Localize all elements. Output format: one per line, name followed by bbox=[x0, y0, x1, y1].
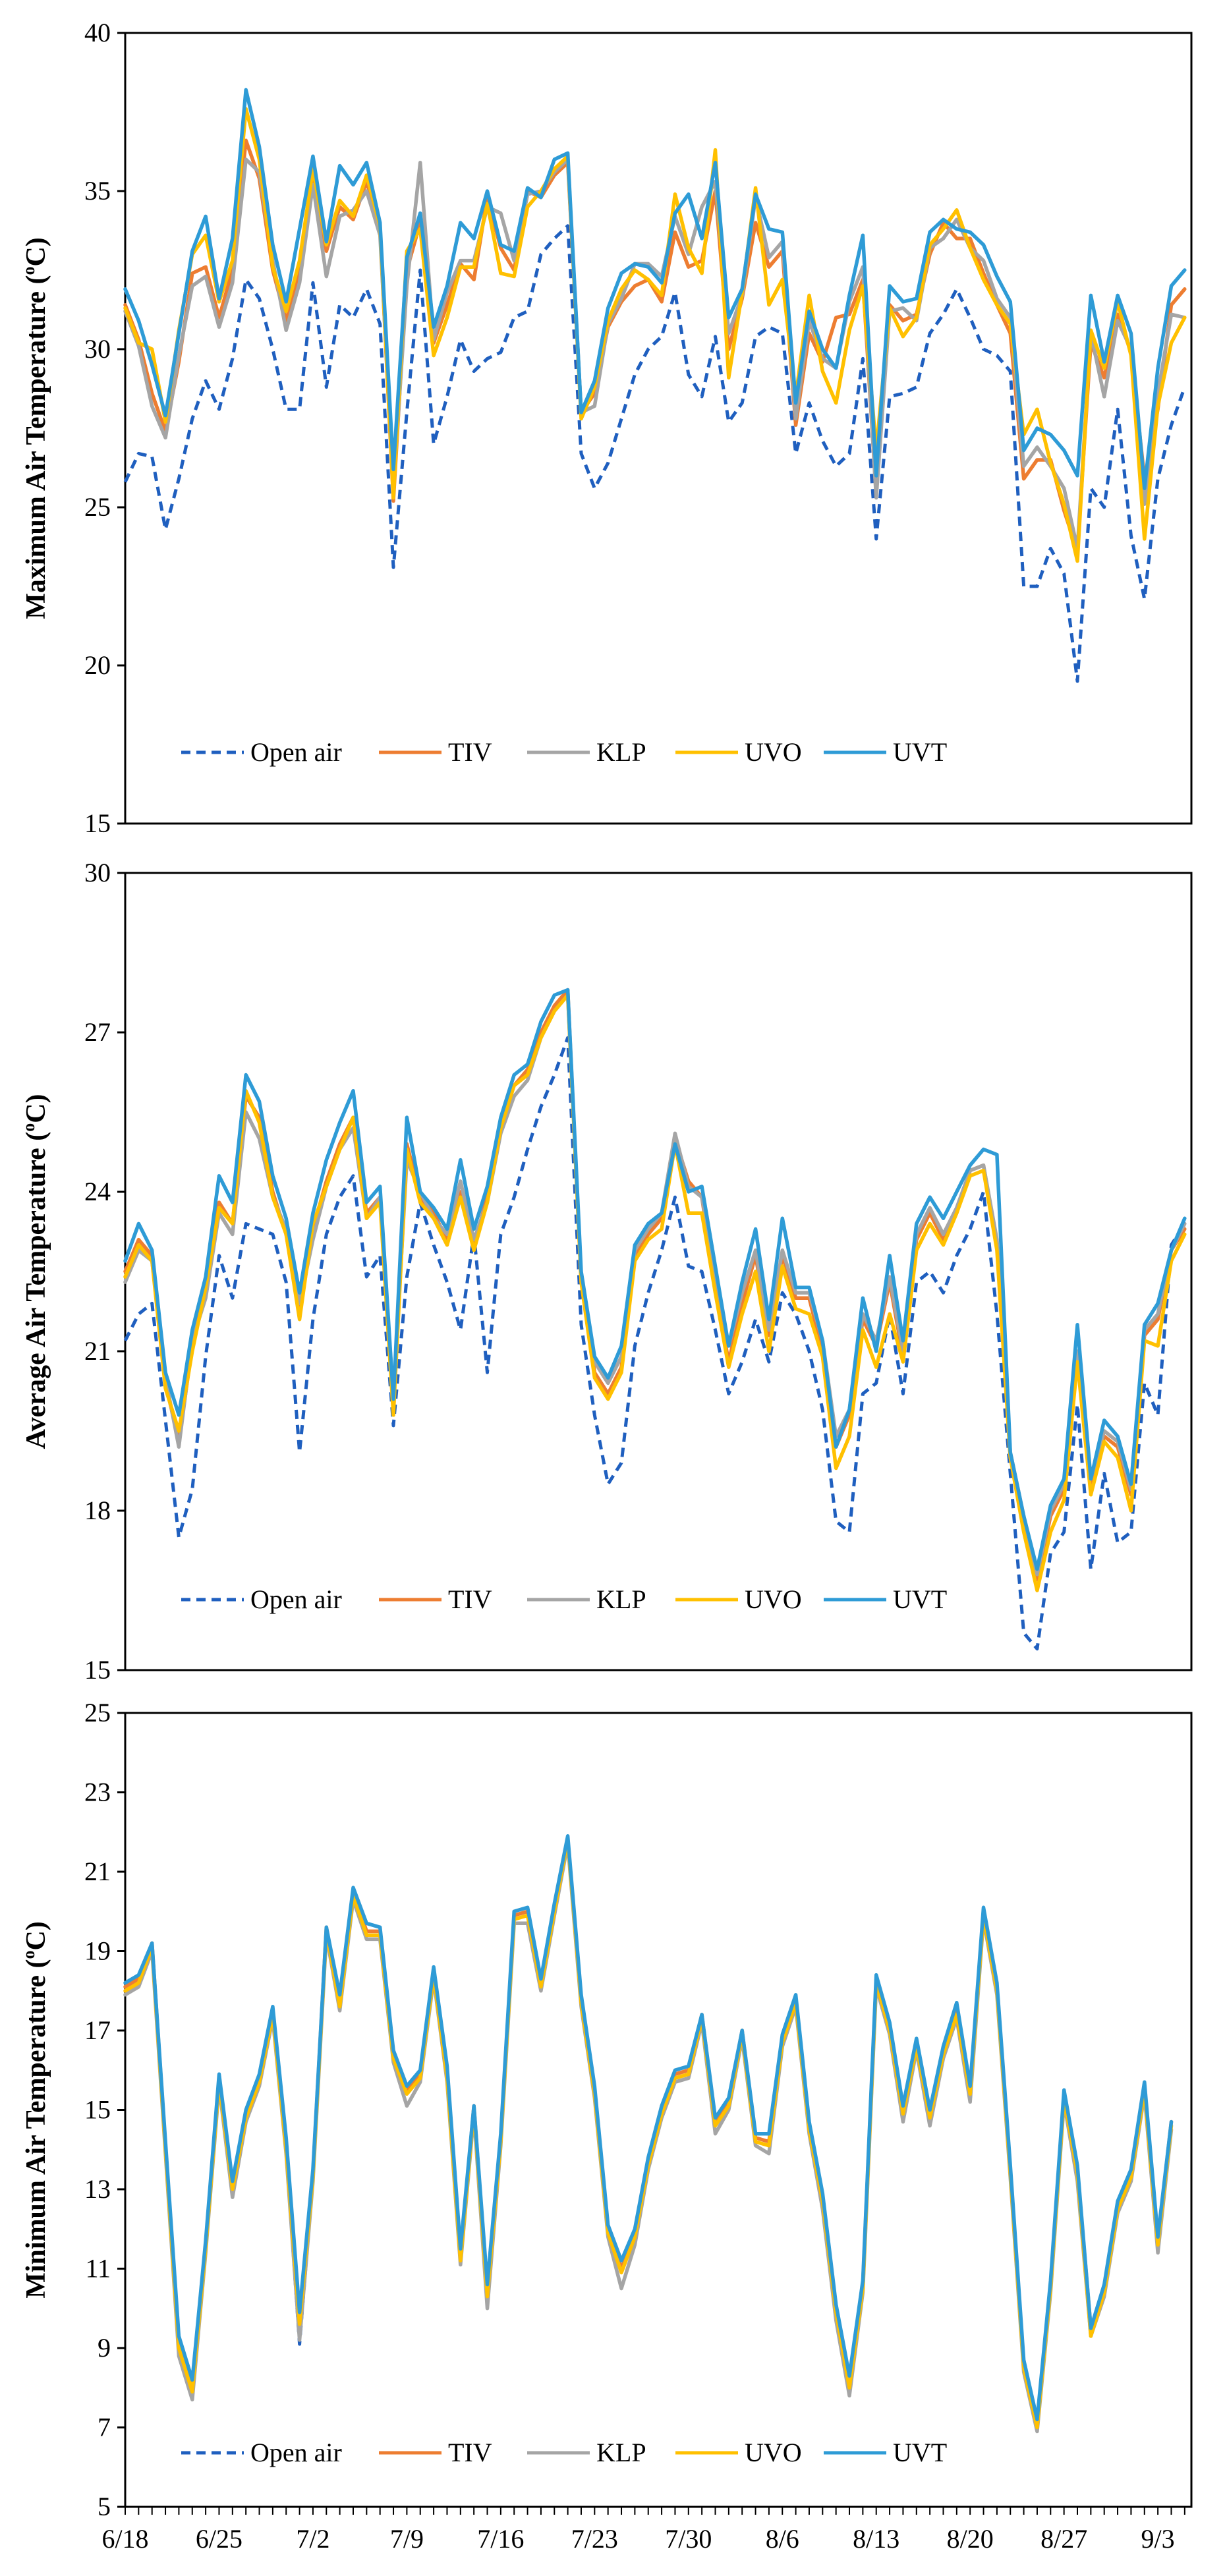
y-tick-label: 15 bbox=[84, 808, 111, 838]
y-tick-label: 20 bbox=[84, 650, 111, 680]
x-tick-label: 6/25 bbox=[196, 2524, 242, 2554]
legend-label-tiv: TIV bbox=[448, 737, 492, 767]
y-tick-label: 35 bbox=[84, 176, 111, 206]
series-line-uvo bbox=[123, 993, 1187, 1592]
y-tick-label: 40 bbox=[84, 18, 111, 47]
y-tick-label: 17 bbox=[84, 2015, 111, 2045]
x-tick-label: 7/2 bbox=[296, 2524, 329, 2554]
y-tick-label: 15 bbox=[84, 2095, 111, 2125]
y-axis-title-unit: C) bbox=[21, 237, 51, 266]
y-tick-label: 27 bbox=[84, 1017, 111, 1047]
y-axis-title: Minimum Air Temperature (oC) bbox=[19, 1921, 51, 2299]
y-tick-label: 21 bbox=[84, 1857, 111, 1886]
series-line-uvo bbox=[123, 107, 1187, 563]
x-tick-label: 7/16 bbox=[477, 2524, 524, 2554]
y-axis-title: Average Air Temperature (oC) bbox=[19, 1094, 51, 1449]
series-line-open-air bbox=[123, 1036, 1186, 1651]
y-axis-title-text: Minimum Air Temperature ( bbox=[21, 1959, 51, 2299]
x-tick-label: 8/20 bbox=[947, 2524, 994, 2554]
y-tick-label: 23 bbox=[84, 1778, 111, 1807]
plot-area-frame bbox=[124, 32, 1193, 825]
series-line-klp bbox=[123, 1842, 1174, 2434]
legend-label-open-air: Open air bbox=[250, 2438, 342, 2467]
legend-label-uvt: UVT bbox=[893, 1584, 947, 1614]
series-line-open-air bbox=[124, 1838, 1173, 2429]
x-axis: 6/18 6/25 7/2 7/9 7/16 7/23 7/30 8/6 8/13 8/20 8/2… bbox=[101, 2507, 1185, 2554]
legend-label-uvo: UVO bbox=[745, 737, 802, 767]
y-tick-label: 5 bbox=[98, 2492, 111, 2521]
x-tick-label: 8/13 bbox=[853, 2524, 899, 2554]
y-tick-label: 25 bbox=[84, 492, 111, 522]
y-tick-label: 24 bbox=[84, 1177, 111, 1206]
chart-panel-2: 15 18 21 24 27 30 Average Air Temperature (oC)… bbox=[19, 858, 1193, 1685]
legend: Open air TIV KLP UVO UVT bbox=[181, 2438, 947, 2467]
y-tick-label: 19 bbox=[84, 1936, 111, 1966]
legend-label-uvt: UVT bbox=[893, 737, 947, 767]
series-line-uvt bbox=[123, 1834, 1174, 2422]
y-axis-title-unit: C) bbox=[21, 1094, 51, 1123]
y-tick-label: 30 bbox=[84, 334, 111, 364]
series-line-klp bbox=[123, 157, 1187, 551]
y-axis-title: Maximum Air Temperature (oC) bbox=[19, 237, 51, 619]
y-axis-title-unit-sup: o bbox=[19, 1123, 38, 1132]
legend-label-uvt: UVT bbox=[893, 2438, 947, 2467]
legend-label-open-air: Open air bbox=[250, 1584, 342, 1614]
y-axis-title-text: Average Air Temperature ( bbox=[21, 1132, 51, 1449]
legend: Open air TIV KLP UVO UVT bbox=[181, 1584, 947, 1614]
chart-panel-3: 5 7 9 11 13 15 17 19 21 23 25 Minimum Air Temperatu… bbox=[19, 1698, 1193, 2521]
legend-label-klp: KLP bbox=[596, 1584, 646, 1614]
x-tick-label: 7/23 bbox=[571, 2524, 618, 2554]
y-tick-label: 21 bbox=[84, 1336, 111, 1366]
x-tick-label: 8/27 bbox=[1040, 2524, 1087, 2554]
series-line-tiv bbox=[123, 988, 1187, 1582]
legend-label-open-air: Open air bbox=[250, 737, 342, 767]
series-line-tiv bbox=[123, 138, 1187, 553]
y-tick-label: 7 bbox=[98, 2413, 111, 2442]
legend-label-klp: KLP bbox=[596, 2438, 646, 2467]
legend-label-uvo: UVO bbox=[745, 1584, 802, 1614]
series-line-klp bbox=[123, 993, 1187, 1577]
series-line-open-air bbox=[123, 224, 1187, 683]
x-tick-label: 7/30 bbox=[665, 2524, 712, 2554]
series-line-uvt bbox=[123, 88, 1187, 490]
legend-label-tiv: TIV bbox=[448, 2438, 492, 2467]
series-line-tiv bbox=[123, 1838, 1174, 2426]
chart-panel-1: 15 20 25 30 35 40 Maximum Air Temperature (oC)… bbox=[19, 18, 1193, 838]
y-tick-label: 30 bbox=[84, 858, 111, 887]
y-axis-title-unit-sup: o bbox=[19, 267, 38, 275]
legend-label-klp: KLP bbox=[596, 737, 646, 767]
y-tick-label: 9 bbox=[98, 2333, 111, 2363]
y-tick-label: 18 bbox=[84, 1496, 111, 1525]
y-tick-label: 25 bbox=[84, 1698, 111, 1727]
y-tick-label: 15 bbox=[84, 1655, 111, 1685]
y-axis-title-unit: C) bbox=[21, 1921, 51, 1950]
x-tick-label: 7/9 bbox=[390, 2524, 424, 2554]
y-tick-label: 11 bbox=[85, 2254, 111, 2283]
series-line-uvt bbox=[123, 988, 1187, 1571]
series-line-uvo bbox=[123, 1838, 1174, 2430]
x-tick-label: 9/3 bbox=[1141, 2524, 1175, 2554]
y-tick-label: 13 bbox=[84, 2174, 111, 2204]
legend: Open air TIV KLP UVO UVT bbox=[181, 737, 947, 767]
x-tick-label: 6/18 bbox=[101, 2524, 148, 2554]
legend-label-tiv: TIV bbox=[448, 1584, 492, 1614]
y-axis-title-text: Maximum Air Temperature ( bbox=[21, 275, 51, 619]
legend-label-uvo: UVO bbox=[745, 2438, 802, 2467]
x-tick-label: 8/6 bbox=[766, 2524, 799, 2554]
y-axis-title-unit-sup: o bbox=[19, 1951, 38, 1959]
